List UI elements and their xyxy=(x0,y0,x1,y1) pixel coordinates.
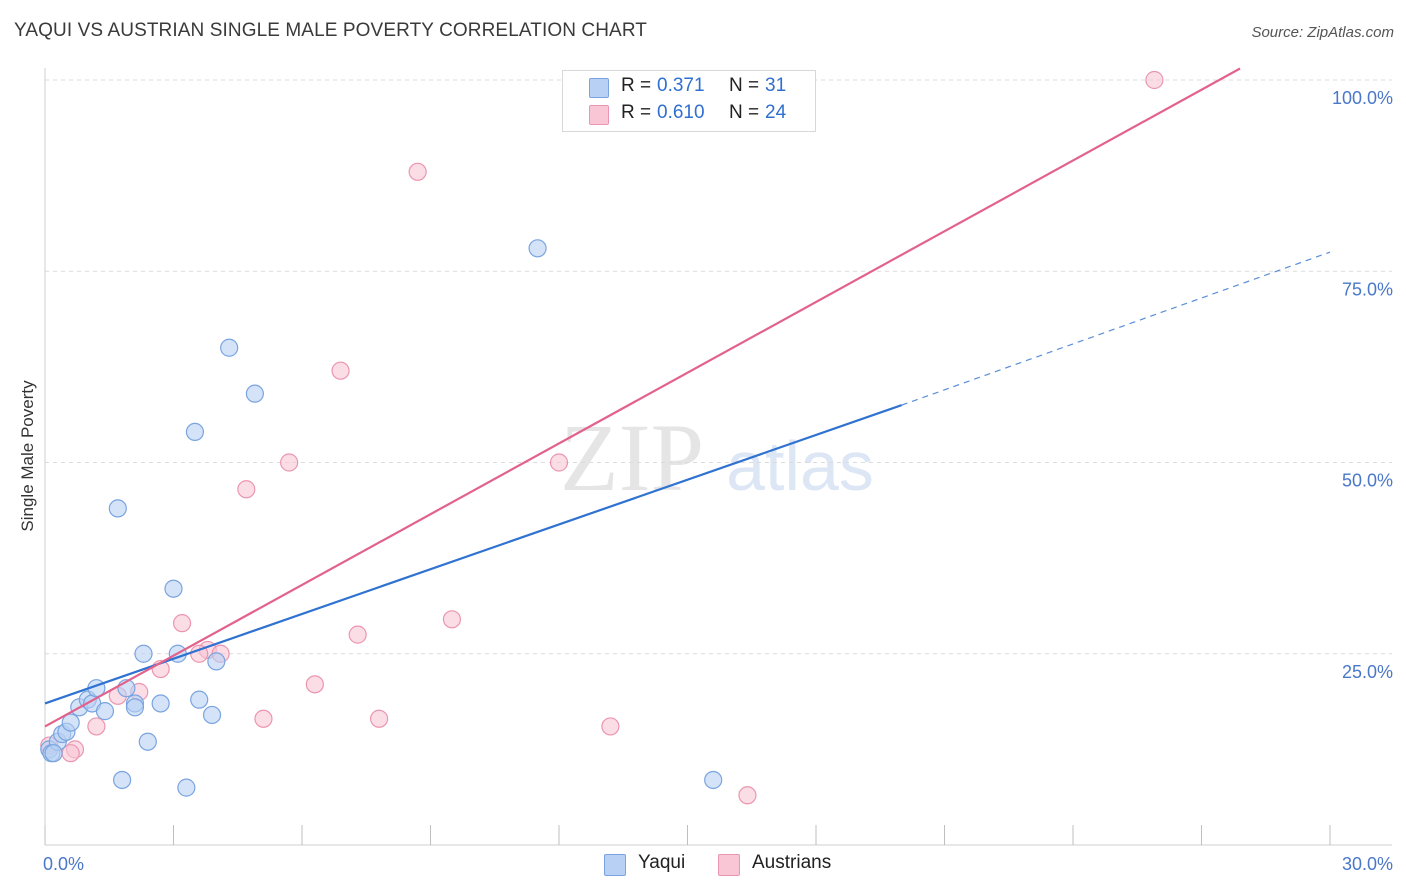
austrians-point xyxy=(305,675,324,694)
yaqui-point xyxy=(151,694,170,713)
yaqui-point xyxy=(177,778,196,797)
gridlines xyxy=(45,79,1392,655)
yaqui-point xyxy=(704,770,723,790)
axes xyxy=(44,68,1392,846)
yaqui-point xyxy=(134,644,153,663)
r-value: 0.610 xyxy=(657,102,705,123)
watermark: ZIP atlas xyxy=(560,404,874,511)
r-label: R = xyxy=(621,102,652,123)
r-value: 0.371 xyxy=(657,75,705,96)
yaqui-point xyxy=(190,690,209,709)
austrians-point xyxy=(370,709,389,728)
yaqui-point xyxy=(164,579,183,598)
austrians-point xyxy=(254,709,273,728)
legend-label-austrians: Austrians xyxy=(752,852,832,873)
yaqui-point xyxy=(207,652,226,671)
n-label: N = xyxy=(729,102,760,123)
yaqui-point xyxy=(185,422,205,441)
yaqui-point xyxy=(220,338,239,357)
austrians-trend-line xyxy=(44,67,1241,728)
yaqui-point xyxy=(95,702,115,721)
austrians-point xyxy=(408,162,427,181)
trend-lines xyxy=(44,67,1331,728)
data-points xyxy=(40,70,1164,805)
r-label: R = xyxy=(621,75,652,96)
x-tick-label: 30.0% xyxy=(1342,854,1393,874)
yaqui-trend-extension xyxy=(901,251,1331,406)
n-value: 24 xyxy=(765,102,787,123)
austrians-point xyxy=(280,453,299,472)
source-credit: Source: ZipAtlas.com xyxy=(1251,24,1394,41)
yaqui-point xyxy=(245,384,264,403)
austrians-point xyxy=(442,610,462,629)
watermark-atlas: atlas xyxy=(726,427,874,505)
yaqui-swatch xyxy=(589,78,609,98)
y-tick-label: 75.0% xyxy=(1342,279,1393,299)
austrians-point xyxy=(348,625,367,644)
x-tick-labels: 0.0% 30.0% xyxy=(43,854,1393,874)
n-label: N = xyxy=(729,75,760,96)
y-axis-label: Single Male Poverty xyxy=(18,380,37,532)
n-value: 31 xyxy=(765,75,787,96)
y-tick-labels: 25.0% 50.0% 75.0% 100.0% xyxy=(1332,88,1393,682)
correlation-legend: R = 0.371 N = 31 R = 0.610 N = 24 xyxy=(562,70,816,132)
yaqui-point xyxy=(202,705,222,725)
yaqui-trend-line xyxy=(44,404,903,705)
yaqui-point xyxy=(44,744,63,763)
austrians-point xyxy=(738,786,757,805)
y-tick-label: 25.0% xyxy=(1342,662,1393,682)
legend-row-austrians: R = 0.610 N = 24 xyxy=(563,102,815,128)
austrians-point xyxy=(549,453,569,472)
austrians-point xyxy=(1145,70,1164,90)
yaqui-point xyxy=(108,499,127,518)
chart-title: YAQUI VS AUSTRIAN SINGLE MALE POVERTY CO… xyxy=(14,20,648,41)
austrians-point xyxy=(601,717,620,736)
austrians-legend-swatch xyxy=(718,854,740,876)
yaqui-legend-swatch xyxy=(604,854,626,876)
yaqui-point xyxy=(528,239,547,258)
y-tick-label: 50.0% xyxy=(1342,471,1393,491)
austrians-point xyxy=(172,614,192,633)
austrians-swatch xyxy=(589,105,609,125)
yaqui-point xyxy=(138,732,157,751)
x-tick-label: 0.0% xyxy=(43,854,84,874)
legend-label-yaqui: Yaqui xyxy=(638,852,686,873)
yaqui-point xyxy=(112,770,132,790)
austrians-point xyxy=(331,361,350,380)
yaqui-point xyxy=(61,713,80,732)
series-legend: Yaqui Austrians xyxy=(0,852,1406,878)
watermark-zip: ZIP xyxy=(560,404,704,511)
austrians-point xyxy=(237,480,256,499)
yaqui-point xyxy=(125,698,145,717)
austrians-point xyxy=(87,717,106,736)
legend-row-yaqui: R = 0.371 N = 31 xyxy=(563,75,815,101)
y-tick-label: 100.0% xyxy=(1332,88,1393,108)
